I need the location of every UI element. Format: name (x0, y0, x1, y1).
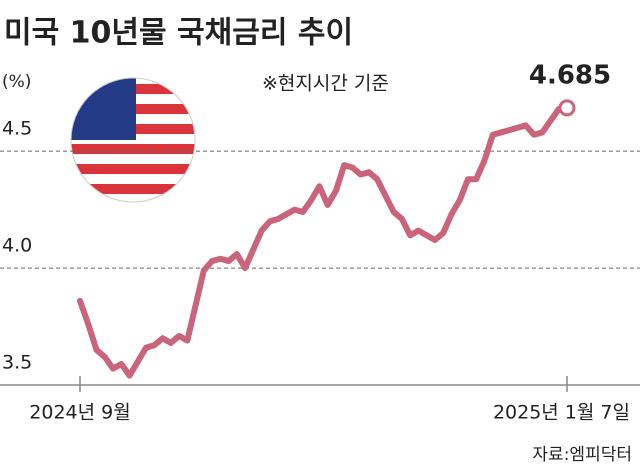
y-tick-label: 3.5 (2, 352, 32, 374)
note: ※현지시간 기준 (262, 73, 389, 95)
chart-title: 미국 10년물 국채금리 추이 (4, 16, 353, 51)
y-tick-label: 4.5 (2, 118, 32, 140)
x-tick-label: 2024년 9월 (29, 402, 130, 424)
end-value-label: 4.685 (529, 60, 611, 90)
line (77, 104, 570, 379)
y-tick-label: 4.0 (2, 235, 32, 257)
source: 자료:엠피닥터 (532, 445, 632, 465)
y-axis-label: (%) (2, 72, 31, 92)
flag-rim (70, 77, 196, 203)
x-tick-label: 2025년 1월 7일 (493, 402, 630, 424)
end-point (558, 99, 576, 117)
